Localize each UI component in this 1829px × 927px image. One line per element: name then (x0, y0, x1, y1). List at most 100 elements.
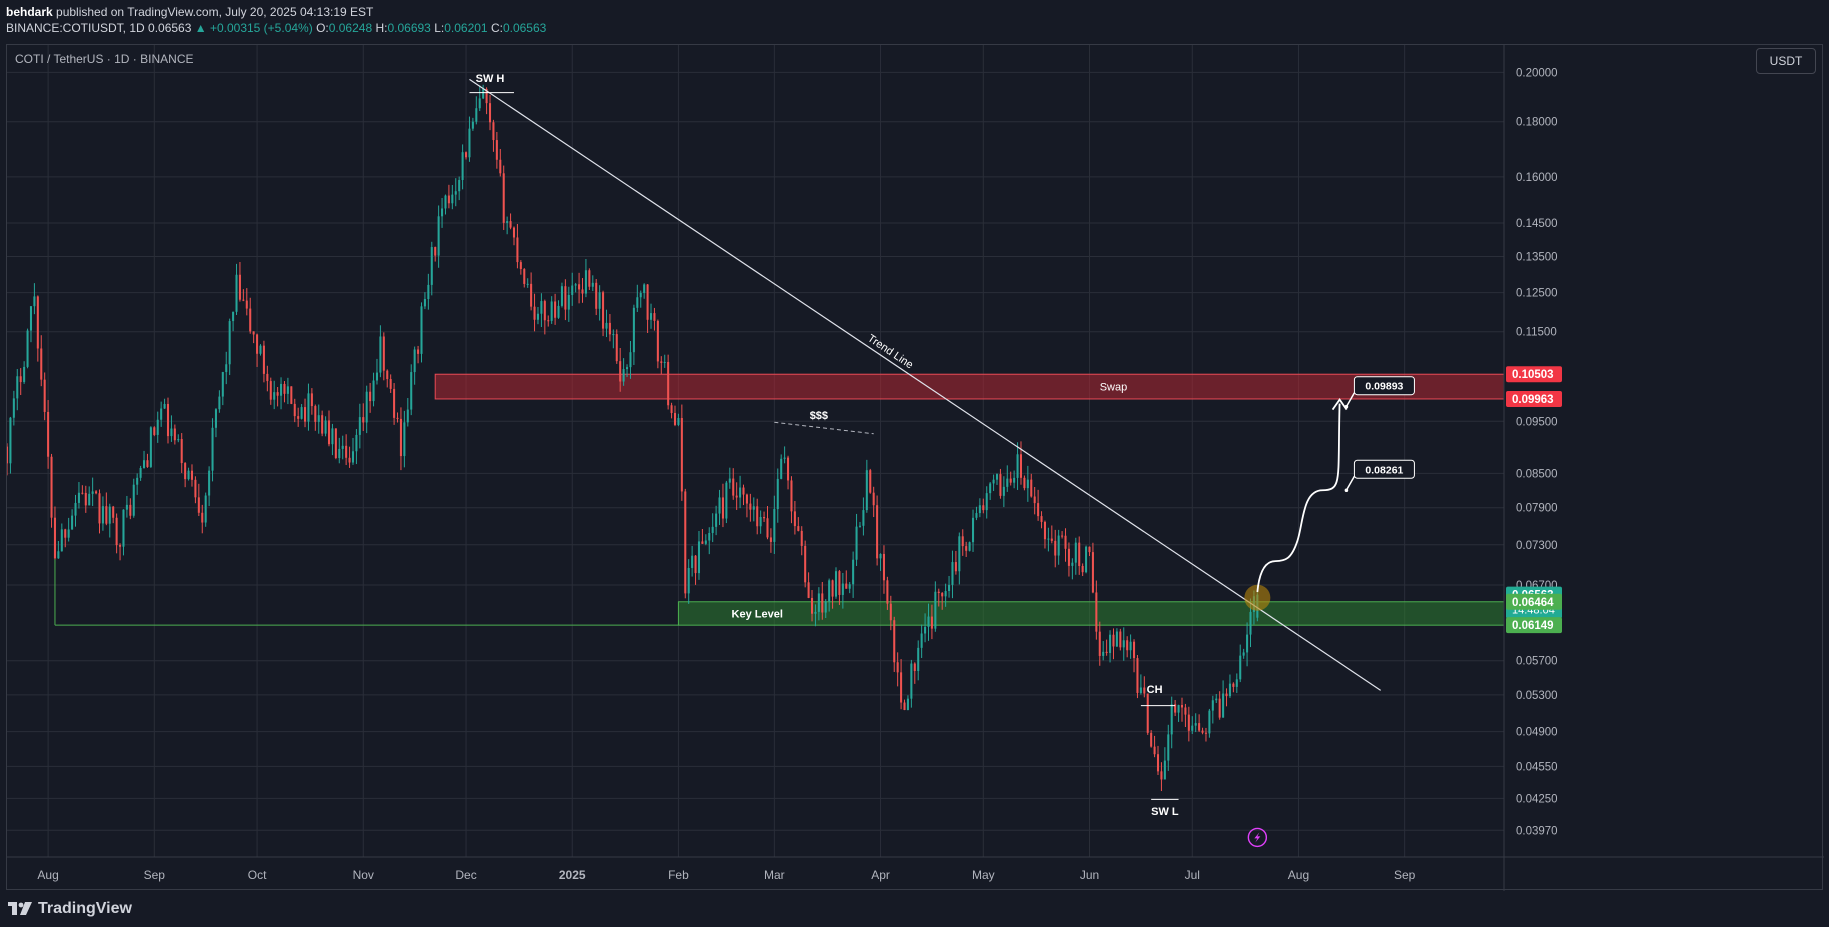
candle-body[interactable] (958, 536, 961, 572)
candle-body[interactable] (67, 529, 70, 538)
candle-body[interactable] (461, 152, 464, 181)
candle-body[interactable] (23, 366, 26, 383)
candle-body[interactable] (403, 422, 406, 457)
candle-body[interactable] (1180, 705, 1184, 708)
candle-body[interactable] (680, 417, 683, 492)
candle-body[interactable] (1146, 693, 1149, 733)
candle-body[interactable] (684, 491, 687, 594)
candle-body[interactable] (225, 364, 228, 373)
chart-legend-title[interactable]: COTI / TetherUS · 1D · BINANCE (15, 52, 194, 66)
candle-body[interactable] (386, 370, 389, 380)
candle-body[interactable] (413, 349, 416, 373)
candle-body[interactable] (228, 321, 231, 365)
candle-body[interactable] (838, 571, 841, 595)
candle-body[interactable] (564, 286, 567, 310)
candle-body[interactable] (115, 517, 118, 546)
candle-body[interactable] (170, 428, 173, 437)
price-chart[interactable]: Trend Line Swap Key Level SW H $$$ CH SW L 0.09… (7, 45, 1824, 891)
candle-body[interactable] (845, 583, 848, 589)
candle-body[interactable] (533, 306, 536, 320)
candle-body[interactable] (889, 603, 892, 621)
candle-body[interactable] (1078, 542, 1081, 567)
candle-body[interactable] (995, 474, 999, 480)
candle-body[interactable] (632, 307, 635, 353)
candle-body[interactable] (1019, 454, 1023, 478)
candle-body[interactable] (1016, 454, 1019, 478)
candle-body[interactable] (519, 262, 522, 270)
candle-body[interactable] (1081, 566, 1084, 573)
candle-body[interactable] (715, 513, 718, 527)
candle-body[interactable] (362, 417, 365, 423)
candle-body[interactable] (482, 89, 485, 99)
candle-body[interactable] (262, 345, 265, 374)
candle-body[interactable] (941, 593, 944, 597)
candle-body[interactable] (488, 103, 492, 123)
swap-zone[interactable] (434, 373, 1505, 400)
candle-body[interactable] (670, 405, 673, 414)
candle-body[interactable] (742, 487, 745, 495)
candle-body[interactable] (252, 331, 255, 335)
candle-body[interactable] (1204, 732, 1207, 734)
candle-body[interactable] (858, 525, 862, 527)
candle-body[interactable] (879, 553, 882, 559)
candle-body[interactable] (12, 398, 15, 418)
candle-body[interactable] (608, 322, 611, 335)
candle-body[interactable] (841, 583, 844, 595)
candle-body[interactable] (423, 299, 426, 307)
candle-body[interactable] (1156, 754, 1160, 772)
candle-body[interactable] (1057, 535, 1060, 556)
candle-body[interactable] (204, 495, 207, 523)
candle-body[interactable] (571, 285, 574, 295)
candle-body[interactable] (119, 545, 122, 547)
candle-body[interactable] (269, 381, 272, 400)
candle-body[interactable] (1225, 693, 1228, 697)
candle-body[interactable] (896, 662, 899, 673)
candle-body[interactable] (314, 406, 317, 422)
candle-body[interactable] (249, 308, 252, 332)
candle-body[interactable] (1009, 478, 1012, 483)
candle-body[interactable] (584, 270, 587, 294)
candle-body[interactable] (50, 456, 53, 518)
candle-body[interactable] (745, 494, 748, 504)
candle-body[interactable] (9, 417, 12, 464)
candle-body[interactable] (948, 584, 951, 592)
candle-body[interactable] (1167, 734, 1170, 761)
candle-body[interactable] (578, 284, 581, 290)
candle-body[interactable] (451, 194, 454, 204)
candle-body[interactable] (1235, 679, 1238, 687)
candle-body[interactable] (906, 698, 909, 711)
candle-body[interactable] (293, 403, 296, 417)
candle-body[interactable] (280, 383, 283, 396)
candle-body[interactable] (393, 388, 396, 418)
candle-body[interactable] (276, 392, 279, 396)
candle-body[interactable] (1208, 710, 1211, 734)
candle-body[interactable] (1061, 535, 1064, 537)
projection-path[interactable] (1256, 403, 1341, 593)
candle-body[interactable] (382, 336, 385, 371)
publisher-name[interactable]: behdark (6, 5, 53, 19)
candle-body[interactable] (732, 478, 735, 496)
candle-body[interactable] (1222, 693, 1225, 718)
candle-body[interactable] (112, 506, 115, 518)
candle-body[interactable] (913, 663, 916, 671)
candle-body[interactable] (704, 540, 707, 544)
candle-body[interactable] (1232, 683, 1235, 687)
candle-body[interactable] (1026, 479, 1029, 489)
candle-body[interactable] (971, 517, 975, 543)
candle-body[interactable] (297, 416, 300, 419)
candle-body[interactable] (1215, 698, 1218, 701)
candle-body[interactable] (937, 591, 940, 594)
candle-body[interactable] (989, 483, 992, 494)
candle-body[interactable] (673, 413, 677, 425)
candle-body[interactable] (221, 372, 224, 397)
candle-body[interactable] (1246, 634, 1249, 653)
candle-body[interactable] (235, 274, 238, 312)
candle-body[interactable] (242, 299, 245, 301)
candle-body[interactable] (98, 493, 101, 524)
candle-body[interactable] (304, 407, 307, 422)
candle-body[interactable] (999, 474, 1002, 496)
candle-body[interactable] (612, 334, 615, 336)
candle-body[interactable] (1064, 535, 1067, 549)
candle-body[interactable] (180, 439, 183, 464)
candle-body[interactable] (1177, 705, 1180, 713)
